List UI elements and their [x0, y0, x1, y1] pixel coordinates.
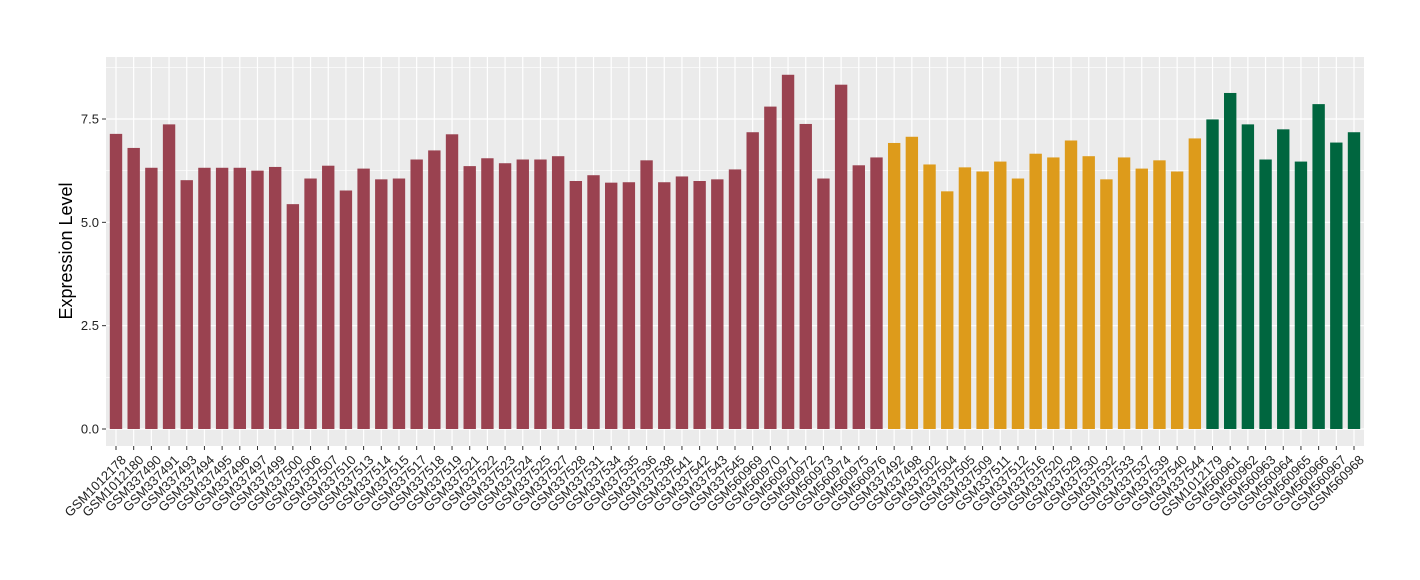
bar	[339, 190, 353, 429]
bar	[1047, 157, 1060, 429]
bar	[1082, 156, 1095, 429]
bar	[693, 181, 706, 429]
bar	[994, 161, 1007, 429]
bar	[1224, 92, 1237, 430]
bar	[1170, 171, 1184, 429]
bar	[799, 123, 812, 430]
bar	[870, 157, 883, 429]
y-axis: 0.0 2.5 5.0 7.5	[81, 112, 106, 437]
bar	[428, 150, 441, 429]
bar	[941, 191, 954, 429]
bar	[746, 132, 759, 429]
bar	[728, 169, 742, 429]
bar	[322, 165, 335, 429]
bar	[1153, 160, 1166, 430]
bar	[268, 166, 282, 430]
bar	[1259, 159, 1272, 430]
bars	[109, 74, 1361, 430]
bar	[1294, 161, 1308, 429]
bar	[392, 178, 406, 429]
bar	[1135, 168, 1148, 429]
bar	[145, 167, 158, 430]
y-tick-label: 7.5	[81, 112, 99, 127]
x-axis: GSM1012178GSM1012180GSM337490GSM337491GS…	[62, 446, 1367, 520]
bar	[852, 165, 865, 429]
bar	[251, 170, 264, 429]
bar	[958, 167, 972, 430]
bar	[1064, 140, 1078, 429]
bar	[498, 163, 512, 429]
bar	[1100, 179, 1113, 429]
bar	[622, 182, 636, 429]
bar	[1029, 153, 1042, 429]
bar	[781, 74, 795, 430]
bar	[1347, 132, 1361, 429]
bar	[587, 175, 600, 429]
bar	[127, 147, 140, 429]
bar	[534, 159, 547, 430]
bar	[233, 167, 246, 430]
bar	[162, 124, 176, 429]
bar	[1188, 138, 1202, 429]
bar	[834, 84, 848, 430]
bar	[198, 167, 211, 430]
bar	[304, 178, 317, 429]
bar	[551, 156, 565, 429]
bar	[1117, 157, 1131, 429]
bar	[109, 133, 123, 429]
bar	[375, 179, 388, 429]
bar	[1241, 124, 1255, 429]
bar	[1011, 178, 1025, 429]
bar	[605, 182, 618, 429]
bar	[481, 158, 494, 429]
bar	[1206, 119, 1219, 429]
bar	[905, 136, 919, 430]
bar	[923, 164, 936, 429]
bar	[516, 159, 529, 430]
bar	[764, 106, 777, 429]
bar	[1330, 142, 1343, 429]
bar	[569, 181, 583, 429]
bar	[675, 176, 689, 429]
bar	[976, 171, 989, 429]
y-axis-title: Expression Level	[56, 182, 76, 319]
bar	[711, 179, 724, 429]
bar	[286, 204, 300, 429]
y-tick-label: 0.0	[81, 422, 99, 437]
bar	[1277, 129, 1290, 430]
bar	[658, 182, 671, 429]
bar	[463, 166, 476, 429]
bar	[1312, 104, 1325, 430]
bar	[410, 159, 423, 430]
bar	[817, 178, 830, 429]
bar	[640, 160, 653, 430]
bar	[887, 142, 901, 429]
y-tick-label: 5.0	[81, 215, 99, 230]
y-tick-label: 2.5	[81, 318, 99, 333]
bar	[180, 180, 193, 429]
bar	[215, 167, 229, 430]
bar	[357, 168, 370, 429]
bar	[445, 134, 459, 429]
